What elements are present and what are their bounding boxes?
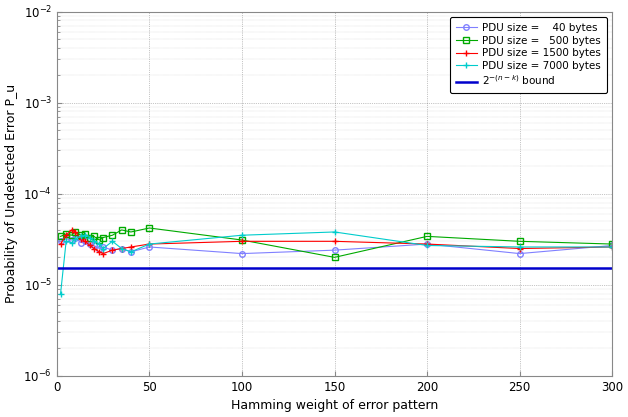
PDU size =    40 bytes [68, 238, 75, 243]
PDU size = 7000 bytes [118, 246, 126, 251]
PDU size =    40 bytes [77, 240, 85, 245]
PDU size =    40 bytes [72, 235, 79, 240]
PDU size =   500 bytes [87, 235, 94, 240]
PDU size =    40 bytes [118, 246, 126, 251]
PDU size = 1500 bytes [77, 236, 85, 241]
PDU size =    40 bytes [90, 243, 98, 248]
PDU size =    40 bytes [57, 239, 64, 244]
PDU size =    40 bytes [331, 248, 338, 253]
$2^{-(n-k)}$ bound [55, 266, 63, 271]
PDU size =   500 bytes [331, 255, 338, 260]
PDU size = 1500 bytes [609, 244, 616, 249]
PDU size = 7000 bytes [146, 241, 153, 246]
PDU size =    40 bytes [423, 241, 431, 246]
PDU size =   500 bytes [238, 238, 246, 243]
PDU size = 7000 bytes [77, 234, 85, 239]
PDU size = 7000 bytes [57, 291, 64, 296]
PDU size = 1500 bytes [118, 246, 126, 251]
PDU size =   500 bytes [77, 233, 85, 238]
PDU size = 1500 bytes [99, 251, 107, 256]
PDU size =   500 bytes [127, 229, 134, 234]
PDU size =   500 bytes [81, 231, 89, 236]
PDU size =   500 bytes [609, 241, 616, 246]
PDU size =    40 bytes [62, 236, 70, 241]
PDU size = 7000 bytes [238, 233, 246, 238]
PDU size = 7000 bytes [331, 229, 338, 234]
PDU size = 1500 bytes [95, 249, 103, 254]
PDU size =    40 bytes [516, 251, 523, 256]
PDU size =    40 bytes [87, 241, 94, 246]
PDU size =    40 bytes [109, 248, 116, 253]
PDU size =    40 bytes [238, 251, 246, 256]
PDU size =   500 bytes [57, 234, 64, 239]
PDU size = 1500 bytes [90, 246, 98, 251]
PDU size = 7000 bytes [99, 246, 107, 251]
PDU size = 7000 bytes [62, 239, 70, 244]
PDU size = 1500 bytes [238, 239, 246, 244]
PDU size =   500 bytes [62, 231, 70, 236]
PDU size =    40 bytes [127, 249, 134, 254]
PDU size =   500 bytes [90, 234, 98, 239]
PDU size = 1500 bytes [516, 246, 523, 251]
PDU size = 7000 bytes [423, 243, 431, 248]
PDU size = 7000 bytes [90, 239, 98, 244]
PDU size = 1500 bytes [109, 248, 116, 253]
PDU size =   500 bytes [118, 227, 126, 232]
PDU size =   500 bytes [423, 234, 431, 239]
Line: PDU size =    40 bytes: PDU size = 40 bytes [58, 235, 615, 256]
PDU size = 1500 bytes [331, 239, 338, 244]
PDU size =    40 bytes [99, 244, 107, 249]
PDU size = 7000 bytes [516, 244, 523, 249]
PDU size =   500 bytes [72, 229, 79, 234]
PDU size = 7000 bytes [87, 235, 94, 240]
PDU size =    40 bytes [609, 243, 616, 248]
PDU size = 7000 bytes [72, 236, 79, 241]
PDU size = 1500 bytes [81, 239, 89, 244]
Line: PDU size = 7000 bytes: PDU size = 7000 bytes [57, 229, 615, 297]
PDU size = 1500 bytes [127, 244, 134, 249]
PDU size = 1500 bytes [72, 229, 79, 234]
Line: PDU size = 1500 bytes: PDU size = 1500 bytes [57, 226, 615, 257]
PDU size = 7000 bytes [109, 239, 116, 244]
$2^{-(n-k)}$ bound [53, 266, 61, 271]
PDU size = 1500 bytes [146, 241, 153, 246]
PDU size =    40 bytes [81, 239, 89, 244]
PDU size =   500 bytes [109, 233, 116, 238]
PDU size = 7000 bytes [609, 244, 616, 249]
PDU size = 7000 bytes [127, 249, 134, 254]
Y-axis label: Probability of Undetected Error P_u: Probability of Undetected Error P_u [5, 84, 18, 303]
PDU size = 1500 bytes [68, 227, 75, 232]
Line: PDU size =   500 bytes: PDU size = 500 bytes [58, 225, 615, 260]
PDU size =   500 bytes [516, 239, 523, 244]
PDU size =   500 bytes [146, 226, 153, 231]
PDU size =   500 bytes [99, 235, 107, 240]
X-axis label: Hamming weight of error pattern: Hamming weight of error pattern [231, 399, 438, 412]
PDU size = 1500 bytes [87, 243, 94, 248]
PDU size = 1500 bytes [62, 233, 70, 238]
PDU size = 7000 bytes [68, 240, 75, 245]
PDU size =   500 bytes [95, 238, 103, 243]
PDU size = 7000 bytes [81, 233, 89, 238]
PDU size =    40 bytes [146, 244, 153, 249]
PDU size =   500 bytes [68, 233, 75, 238]
PDU size =    40 bytes [95, 246, 103, 251]
PDU size = 7000 bytes [95, 241, 103, 246]
Legend: PDU size =    40 bytes, PDU size =   500 bytes, PDU size = 1500 bytes, PDU size : PDU size = 40 bytes, PDU size = 500 byte… [450, 17, 607, 93]
PDU size = 1500 bytes [57, 241, 64, 246]
PDU size = 1500 bytes [423, 241, 431, 246]
